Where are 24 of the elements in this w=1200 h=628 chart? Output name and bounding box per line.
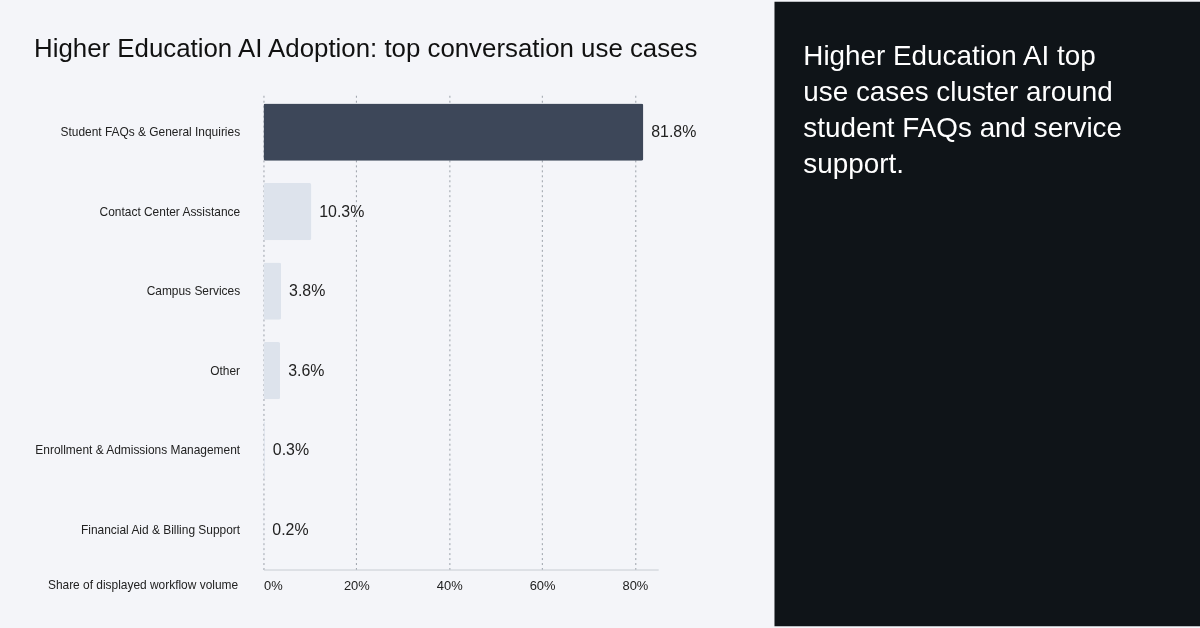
chart-title: Higher Education AI Adoption: top conversation use cases: [34, 34, 698, 63]
y-tick-label: Contact Center Assistance: [99, 204, 241, 219]
y-tick-label: Campus Services: [146, 284, 241, 299]
x-axis-title: Share of displayed workflow volume: [47, 577, 239, 592]
bar: [263, 103, 644, 161]
x-tick-label: 60%: [529, 577, 556, 593]
data-label: 10.3%: [319, 202, 365, 220]
y-tick-label: Financial Aid & Billing Support: [81, 522, 241, 537]
data-label: 3.6%: [288, 361, 325, 379]
y-tick-label: Student FAQs & General Inquiries: [60, 125, 241, 140]
data-label: 81.8%: [651, 123, 697, 141]
data-label: 0.3%: [272, 441, 310, 459]
data-label: 3.8%: [289, 282, 326, 300]
y-tick-label: Other: [210, 363, 241, 378]
x-tick-label: 40%: [436, 577, 464, 593]
x-tick-label: 20%: [343, 577, 371, 593]
bar: [263, 262, 282, 320]
data-label: 0.2%: [272, 520, 309, 538]
x-tick-label: 0%: [263, 577, 284, 593]
bar: [263, 182, 312, 241]
y-tick-label: Enrollment & Admissions Management: [35, 443, 241, 458]
x-tick-label: 80%: [622, 577, 649, 593]
bar: [263, 342, 281, 400]
text: Higher Education AI top use cases cluster around student FAQs and service support.: [803, 40, 1122, 179]
